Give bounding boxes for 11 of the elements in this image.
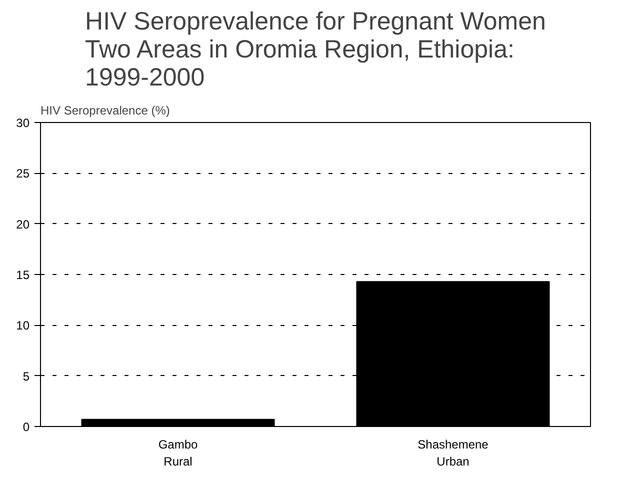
y-tick-label: 20 (16, 217, 30, 232)
y-tick-label: 0 (22, 420, 30, 434)
y-tick-label: 5 (22, 369, 30, 384)
y-axis-title: HIV Seroprevalence (%) (40, 104, 170, 118)
chart-title: HIV Seroprevalence for Pregnant Women Two Areas in Oromia Region, Ethiopia: 1999-2000 (85, 8, 546, 92)
y-tick-label: 30 (16, 116, 30, 130)
y-tick-label: 25 (16, 166, 30, 181)
y-tick-label: 15 (16, 268, 30, 282)
y-tick-label: 10 (16, 318, 30, 333)
x-tick-label: Shashemene Urban (418, 438, 489, 468)
x-tick-label: Gambo Rural (158, 438, 198, 468)
